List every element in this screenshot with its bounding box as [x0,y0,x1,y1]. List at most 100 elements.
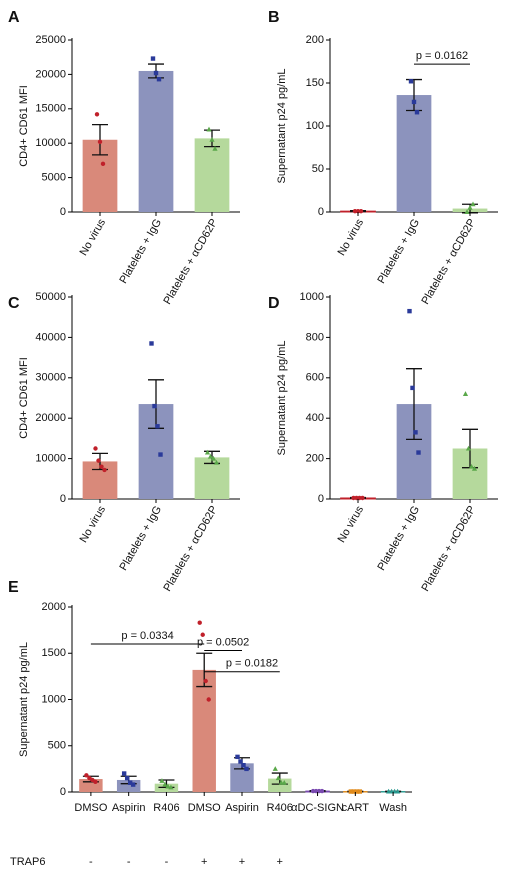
row-value: + [239,856,245,868]
x-tick-label: No virus [78,217,109,258]
row-label: TRAP6 [10,856,45,868]
data-point [159,778,165,783]
y-tick-label: 0 [318,493,324,505]
y-tick-label: 1000 [42,693,66,705]
bar [194,457,230,499]
x-tick-label: Aspirin [112,802,146,814]
y-axis-label: Supernatant p24 pg/mL [276,69,288,184]
y-tick-label: 15000 [35,103,66,115]
x-tick-label: No virus [336,504,367,545]
data-point [413,430,418,435]
x-tick-label: Platelets + αCD62P [419,504,478,594]
data-point [213,459,220,465]
y-tick-label: 600 [306,372,324,384]
data-point [358,208,364,214]
y-axis-label: CD4+ CD61 MFI [18,357,30,439]
data-point [238,759,243,764]
data-point [410,385,415,391]
x-tick-label: Platelets + αCD62P [419,217,478,307]
data-point [360,495,365,501]
annotation: p = 0.0334 [121,630,173,642]
x-tick-label: R406 [267,802,293,814]
error-bar [406,78,422,112]
data-point [152,403,157,409]
data-point [156,77,162,82]
error-bar [406,368,422,441]
x-tick-label: Platelets + IgG [375,217,422,286]
data-point [411,99,417,105]
annotation: p = 0.0162 [416,50,468,62]
data-point [275,775,281,781]
data-point [467,204,473,210]
bar [194,138,230,212]
data-point [155,424,160,429]
x-tick-label: R406 [153,802,179,814]
data-point [162,781,168,787]
y-axis-label: CD4+ CD61 MFI [18,85,30,167]
data-point [102,467,107,473]
data-point [241,762,246,768]
data-point [209,136,215,142]
data-point [96,458,101,463]
x-tick-label: Aspirin [225,802,259,814]
y-tick-label: 5000 [42,172,66,184]
y-tick-label: 100 [306,120,324,132]
y-tick-label: 1500 [42,647,66,659]
data-point [407,308,412,314]
annotation: p = 0.0502 [197,636,249,648]
data-point [206,126,212,132]
data-point [357,789,363,794]
x-tick-label: cART [342,802,370,814]
data-point [84,773,89,778]
panel-label: A [8,9,20,26]
data-point [462,391,469,396]
y-axis-label: Supernatant p24 pg/mL [18,642,30,757]
y-tick-label: 0 [318,206,324,218]
data-point [235,754,240,760]
y-tick-label: 2000 [42,601,66,613]
x-tick-label: DMSO [74,802,107,814]
data-point [354,789,360,794]
y-tick-label: 25000 [35,34,66,46]
data-point [124,775,130,781]
annotation: p = 0.0182 [226,658,278,670]
y-tick-label: 500 [48,740,66,752]
data-point [153,70,159,76]
x-tick-label: Platelets + αCD62P [161,504,220,594]
row-value: - [89,856,93,868]
data-point [471,465,478,471]
x-tick-label: αDC-SIGN [291,802,344,814]
data-point [197,620,202,625]
data-point [97,139,103,145]
y-tick-label: 0 [60,786,66,798]
row-value: + [201,856,207,868]
data-point [465,445,472,451]
x-tick-label: Wash [379,802,407,814]
y-tick-label: 200 [306,453,324,465]
x-tick-label: No virus [336,217,367,258]
panel-label: D [268,295,280,312]
x-tick-label: DMSO [188,802,221,814]
data-point [281,779,287,785]
data-point [348,789,354,794]
y-tick-label: 40000 [35,331,66,343]
data-point [464,209,470,214]
y-tick-label: 20000 [35,68,66,80]
y-tick-label: 10000 [35,453,66,465]
bar [396,95,432,212]
row-value: - [165,856,169,868]
data-point [150,56,156,61]
y-tick-label: 50000 [35,291,66,303]
bar [138,70,174,213]
x-tick-label: Platelets + αCD62P [161,217,220,307]
bar [268,778,292,792]
x-tick-label: Platelets + IgG [117,504,164,573]
y-tick-label: 200 [306,34,324,46]
row-value: - [127,856,131,868]
data-point [121,771,127,776]
y-tick-label: 10000 [35,137,66,149]
data-point [470,201,476,207]
panel-label: C [8,295,20,312]
row-value: + [277,856,283,868]
data-point [416,450,421,455]
